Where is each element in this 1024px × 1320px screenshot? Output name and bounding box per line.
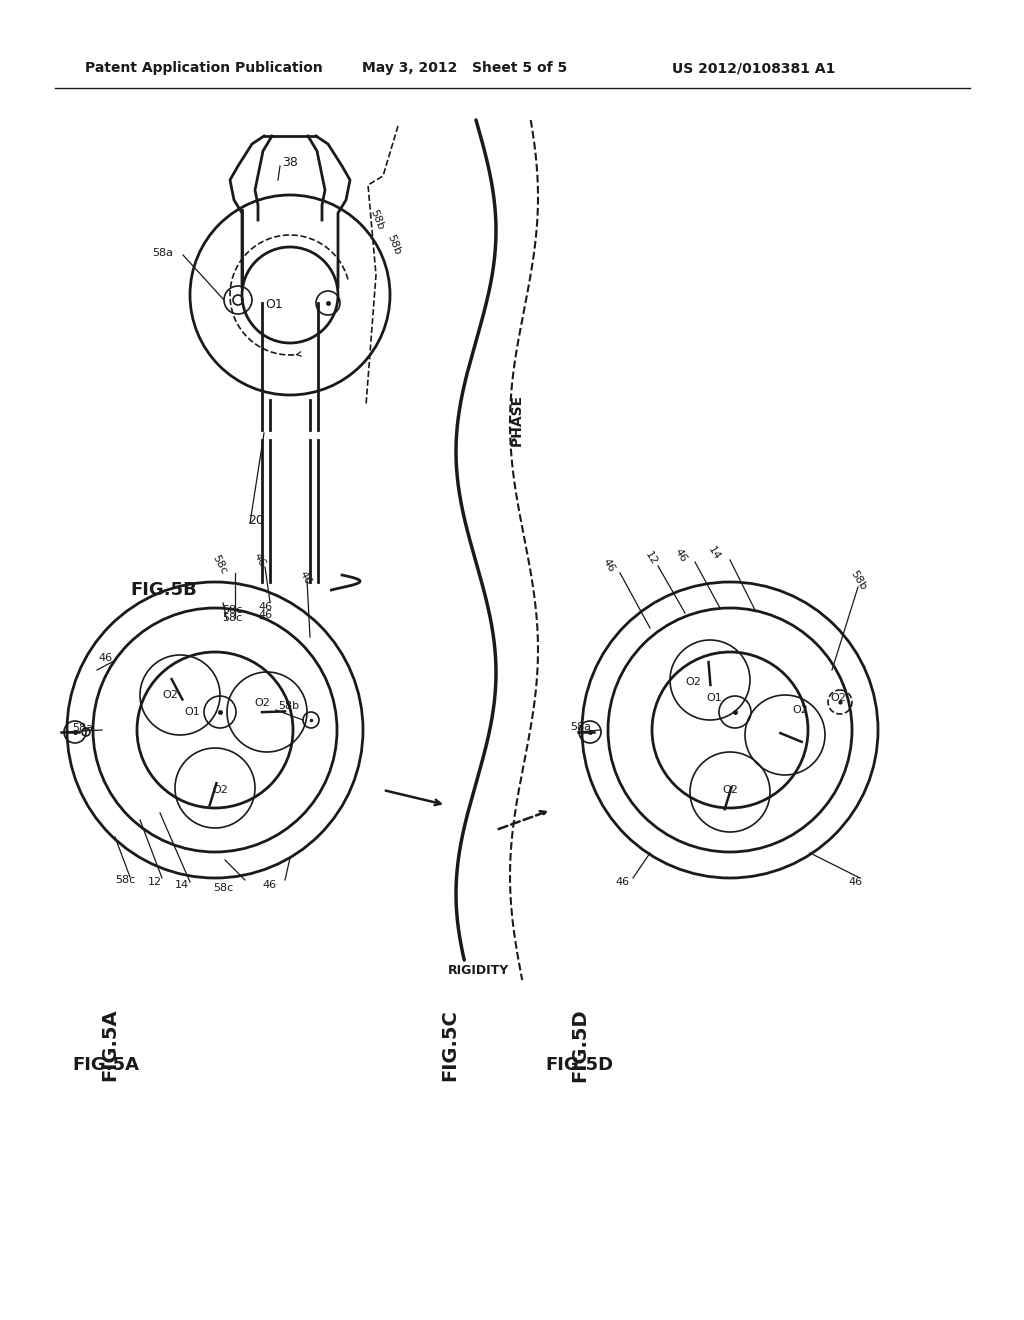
Text: 58b: 58b — [385, 234, 402, 256]
Text: 58a: 58a — [570, 722, 591, 733]
Text: 12: 12 — [148, 876, 162, 887]
Text: 58c: 58c — [222, 605, 243, 615]
Text: 46: 46 — [258, 602, 272, 612]
Text: Patent Application Publication: Patent Application Publication — [85, 61, 323, 75]
Text: 46: 46 — [298, 569, 313, 586]
Text: O2: O2 — [722, 785, 738, 795]
Text: O1: O1 — [265, 298, 283, 312]
Text: 58c: 58c — [222, 612, 243, 623]
Text: 58b: 58b — [368, 209, 385, 232]
Text: O2: O2 — [254, 698, 270, 708]
Text: 58c: 58c — [115, 875, 135, 884]
Text: FIG.5D: FIG.5D — [545, 1056, 613, 1074]
Text: O2: O2 — [162, 690, 178, 700]
Text: 46: 46 — [601, 556, 617, 574]
Text: FIG.5A: FIG.5A — [100, 1008, 119, 1081]
Text: FIG.5B: FIG.5B — [130, 581, 197, 599]
Text: 58a: 58a — [72, 723, 93, 733]
Text: May 3, 2012   Sheet 5 of 5: May 3, 2012 Sheet 5 of 5 — [362, 61, 567, 75]
Text: 46: 46 — [848, 876, 862, 887]
Text: 58c: 58c — [213, 883, 233, 894]
Text: O2: O2 — [792, 705, 808, 715]
Text: 38: 38 — [282, 156, 298, 169]
Text: FIG.5D: FIG.5D — [570, 1008, 589, 1082]
Text: 46: 46 — [673, 546, 689, 564]
Text: FIG.5C: FIG.5C — [440, 1008, 459, 1081]
Text: 14: 14 — [175, 880, 189, 890]
Text: O1: O1 — [706, 693, 722, 704]
Text: 12: 12 — [643, 549, 659, 566]
Text: 46: 46 — [98, 653, 112, 663]
Text: 46: 46 — [615, 876, 629, 887]
Text: PHASE: PHASE — [510, 393, 524, 446]
Text: O2: O2 — [830, 693, 846, 704]
Text: 14: 14 — [706, 544, 722, 561]
Text: 20: 20 — [248, 513, 264, 527]
Text: O1: O1 — [184, 708, 200, 717]
Text: 46: 46 — [262, 880, 276, 890]
Text: O2: O2 — [212, 785, 228, 795]
Text: 58b: 58b — [848, 569, 867, 591]
Text: 58a: 58a — [152, 248, 173, 257]
Text: 58b: 58b — [278, 701, 299, 711]
Text: RIGIDITY: RIGIDITY — [449, 964, 509, 977]
Text: O2: O2 — [685, 677, 700, 686]
Text: US 2012/0108381 A1: US 2012/0108381 A1 — [672, 61, 836, 75]
Text: 58c: 58c — [210, 553, 228, 577]
Text: FIG.5A: FIG.5A — [72, 1056, 139, 1074]
Text: 46: 46 — [252, 552, 267, 569]
Text: 46: 46 — [258, 610, 272, 620]
